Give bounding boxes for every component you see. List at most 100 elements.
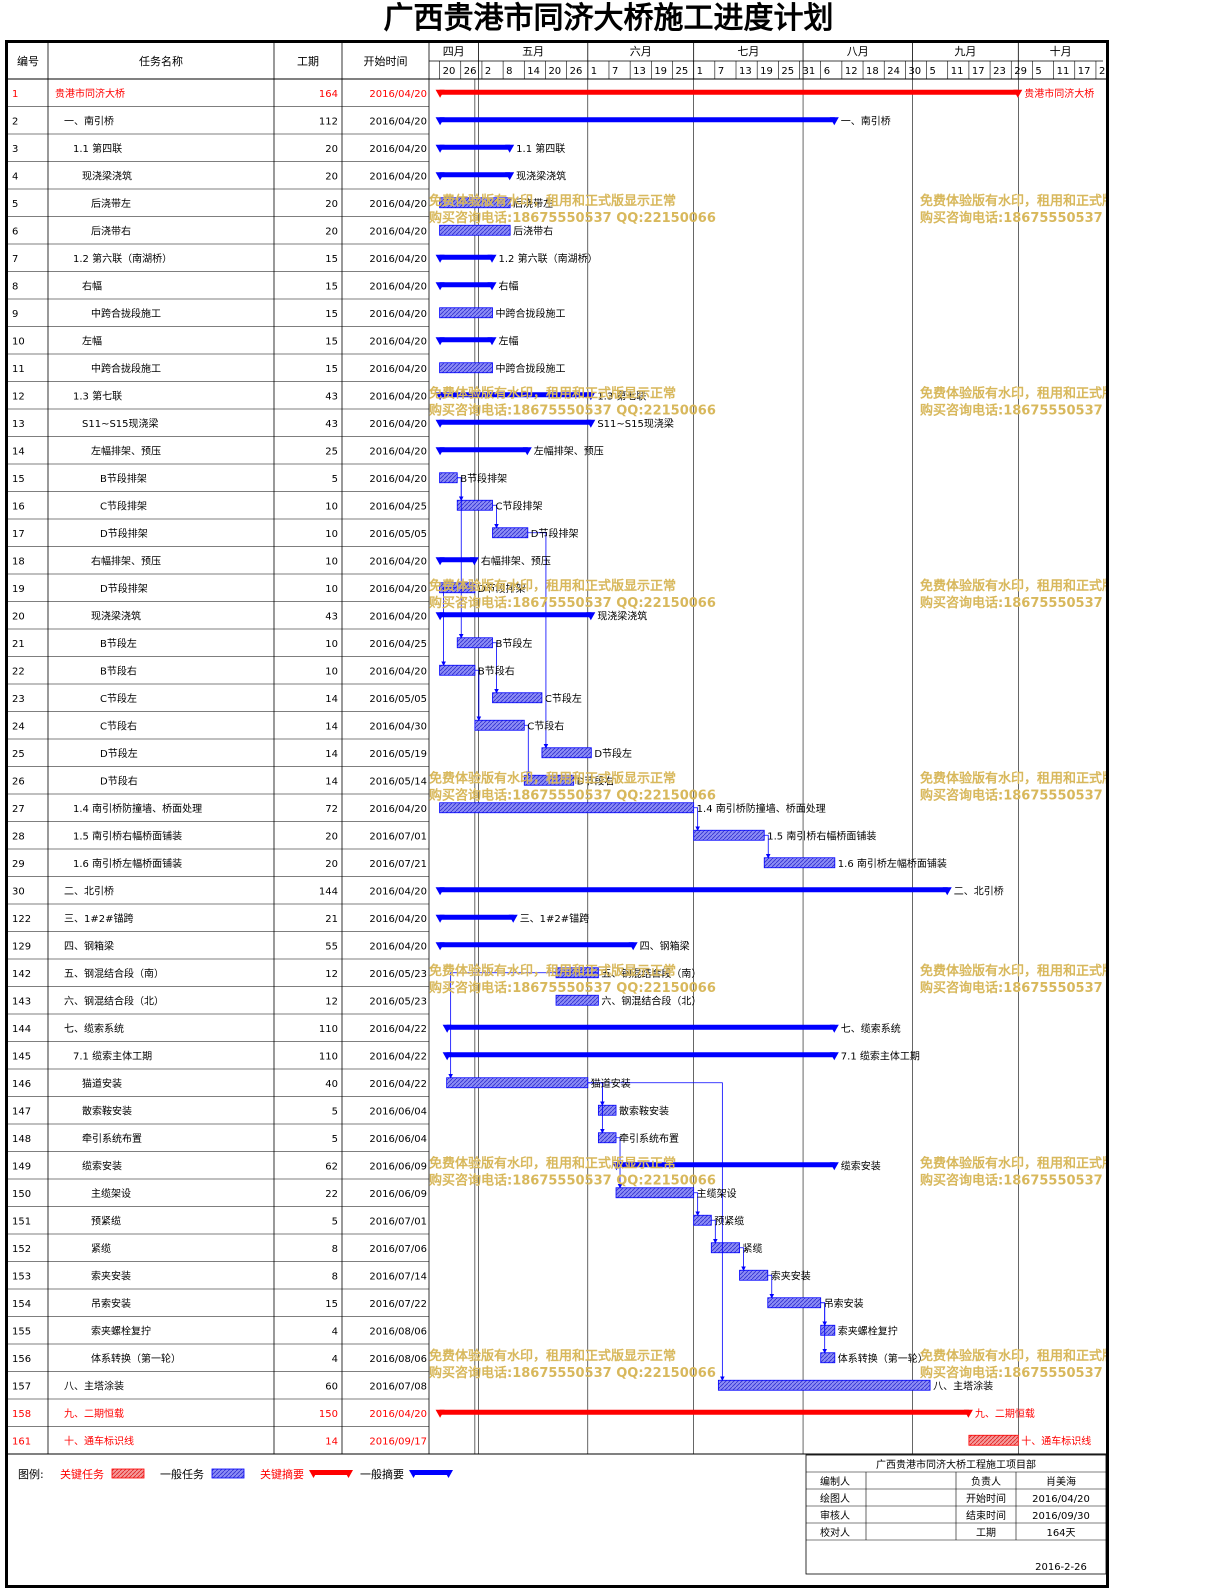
summary-bar xyxy=(439,914,514,920)
task-start: 2016/05/05 xyxy=(369,529,427,540)
task-name: 7.1 缆索主体工期 xyxy=(73,1049,152,1062)
bar-label: 现浇梁浇筑 xyxy=(516,169,566,182)
task-duration: 20 xyxy=(325,144,338,155)
dependency-link xyxy=(767,1274,775,1299)
watermark-line: 购买咨询电话:18675550537 QQ:22150066 xyxy=(429,403,716,419)
watermark-line: 免费体验版有水印，租用和正式版显示正常 xyxy=(920,386,1106,402)
task-start: 2016/04/25 xyxy=(369,501,427,512)
task-duration: 20 xyxy=(325,831,338,842)
task-name: S11~S15现浇梁 xyxy=(82,417,159,430)
task-id: 15 xyxy=(12,474,25,485)
task-name: 左幅 xyxy=(82,334,102,347)
task-id: 5 xyxy=(12,199,18,210)
task-start: 2016/07/21 xyxy=(369,859,427,870)
task-start: 2016/09/17 xyxy=(369,1436,427,1447)
task-bar xyxy=(523,774,575,786)
bar-label: 吊索安装 xyxy=(824,1297,864,1310)
task-name: 后浇带左 xyxy=(91,197,131,210)
tick-label: 5 xyxy=(930,66,936,77)
task-name: 一、南引桥 xyxy=(64,114,114,127)
task-bar xyxy=(439,802,695,814)
task-start: 2016/04/22 xyxy=(369,1024,427,1035)
task-name: 1.4 南引桥防撞墙、桥面处理 xyxy=(73,802,202,815)
summary-cap xyxy=(829,117,839,126)
task-duration: 14 xyxy=(325,1436,338,1447)
task-bar xyxy=(439,362,493,374)
legend: 图例: 关键任务 一般任务 关键摘要 一般摘要 xyxy=(18,1467,453,1481)
legend-swatch xyxy=(211,1468,245,1479)
watermark-line: 购买咨询电话:18675550537 QQ:22150066 xyxy=(429,210,716,226)
summary-cap xyxy=(612,1162,622,1171)
watermark-line: 免费体验版有水印，租用和正式版显示正常 xyxy=(429,963,676,979)
task-id: 158 xyxy=(12,1409,31,1420)
task-name: 吊索安装 xyxy=(91,1297,131,1310)
task-id: 24 xyxy=(12,721,25,732)
tick-label: 25 xyxy=(781,66,794,77)
watermark-line: 购买咨询电话:18675550537 QQ:22150066 xyxy=(920,210,1106,226)
task-id: 30 xyxy=(12,886,25,897)
month-label: 九月 xyxy=(954,45,976,58)
tick-label: 2 xyxy=(485,66,491,77)
summary-bar xyxy=(439,557,475,563)
task-bar xyxy=(597,1104,617,1116)
summary-cap xyxy=(435,172,445,181)
summary-cap xyxy=(435,117,445,126)
bar-label: 散索鞍安装 xyxy=(619,1104,669,1117)
task-id: 29 xyxy=(12,859,25,870)
summary-cap xyxy=(505,144,515,153)
summary-cap xyxy=(628,942,638,951)
task-bar xyxy=(739,1269,769,1281)
task-id: 151 xyxy=(12,1216,31,1227)
task-duration: 72 xyxy=(325,804,338,815)
task-duration: 43 xyxy=(325,419,338,430)
task-start: 2016/07/22 xyxy=(369,1299,427,1310)
dependency-link xyxy=(492,504,499,529)
legend-item-label: 一般任务 xyxy=(160,1468,204,1481)
task-rows: 1 贵港市同济大桥 164 2016/04/202 一、南引桥 112 2016/04/20… xyxy=(8,87,1106,1455)
task-id: 145 xyxy=(12,1051,31,1062)
task-duration: 12 xyxy=(325,969,338,980)
legend-swatch xyxy=(412,1470,450,1475)
summary-bar xyxy=(439,282,493,288)
task-name: D节段左 xyxy=(100,747,138,760)
bar-label: 左幅排架、预压 xyxy=(534,444,604,457)
task-start: 2016/05/14 xyxy=(369,776,427,787)
task-start: 2016/04/20 xyxy=(369,886,427,897)
legend-swatch xyxy=(312,1470,350,1475)
summary-cap xyxy=(435,282,445,291)
watermark-line: 免费体验版有水印，租用和正式版显示正常 xyxy=(920,1348,1106,1364)
task-bar xyxy=(710,1242,740,1254)
task-duration: 150 xyxy=(319,1409,338,1420)
bar-label: 1.3 第七联 xyxy=(597,389,646,402)
summary-cap xyxy=(586,392,596,401)
task-id: 9 xyxy=(12,309,18,320)
legend-swatch xyxy=(111,1468,145,1479)
dependency-link xyxy=(587,1082,725,1382)
tick-label: 25 xyxy=(675,66,688,77)
bar-label: 紧缆 xyxy=(743,1242,763,1255)
summary-bar xyxy=(439,392,592,398)
month-label: 六月 xyxy=(630,45,652,58)
task-bar xyxy=(968,1434,1019,1446)
task-start: 2016/04/25 xyxy=(369,639,427,650)
dependency-link xyxy=(693,1192,701,1217)
bar-label: 中跨合拢段施工 xyxy=(496,307,566,320)
info-label: 校对人 xyxy=(820,1526,850,1539)
month-label: 十月 xyxy=(1050,44,1072,58)
header-start: 开始时间 xyxy=(364,54,408,68)
task-name: 六、钢混结合段（北） xyxy=(64,994,164,1007)
bar-label: 七、缆索系统 xyxy=(841,1022,901,1035)
tick-label: 11 xyxy=(1057,66,1070,77)
watermark-line: 免费体验版有水印，租用和正式版显示正常 xyxy=(429,1348,676,1364)
task-name: 缆索安装 xyxy=(82,1159,122,1172)
month-label: 五月 xyxy=(522,45,544,58)
bar-label: S11~S15现浇梁 xyxy=(597,417,674,430)
info-value: 2016/09/30 xyxy=(1032,1511,1090,1522)
tick-label: 26 xyxy=(464,66,477,77)
summary-bar xyxy=(439,117,835,123)
bar-label: 十、通车标识线 xyxy=(1021,1434,1091,1447)
watermark-line: 购买咨询电话:18675550537 QQ:22150066 xyxy=(920,595,1106,611)
task-id: 22 xyxy=(12,666,25,677)
task-duration: 144 xyxy=(319,886,338,897)
